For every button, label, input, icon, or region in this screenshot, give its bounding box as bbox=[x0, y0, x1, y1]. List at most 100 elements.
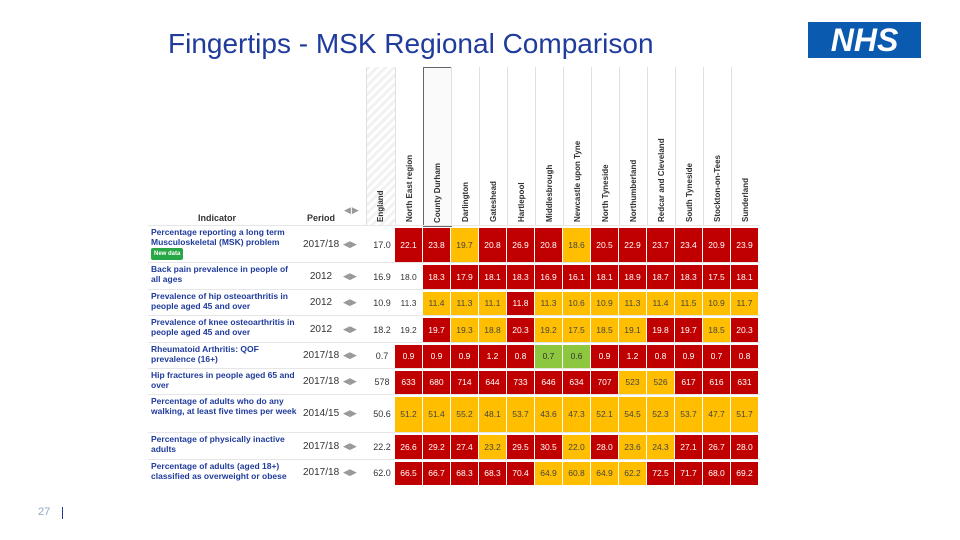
area-value-cell[interactable]: 18.3 bbox=[675, 265, 703, 289]
area-value-cell[interactable]: 52.3 bbox=[647, 397, 675, 432]
area-value-cell[interactable]: 19.7 bbox=[675, 318, 703, 342]
indicator-row[interactable]: Percentage of physically inactive adults… bbox=[148, 432, 760, 460]
indicator-name[interactable]: Prevalence of hip osteoarthritis in peop… bbox=[151, 291, 299, 311]
indicator-row[interactable]: Percentage of adults (aged 18+) classifi… bbox=[148, 459, 760, 485]
area-value-cell[interactable]: 26.6 bbox=[395, 435, 423, 459]
area-column-header[interactable]: Hartlepool bbox=[507, 67, 535, 225]
area-value-cell[interactable]: 27.1 bbox=[675, 435, 703, 459]
area-value-cell[interactable]: 20.8 bbox=[535, 228, 563, 262]
area-value-cell[interactable]: 11.4 bbox=[647, 292, 675, 315]
indicator-name[interactable]: Percentage of adults (aged 18+) classifi… bbox=[151, 461, 299, 481]
indicator-name[interactable]: Percentage reporting a long term Musculo… bbox=[151, 227, 299, 260]
area-value-cell[interactable]: 0.9 bbox=[591, 345, 619, 368]
period-arrows-icon[interactable]: ◀▶ bbox=[343, 350, 357, 360]
area-value-cell[interactable]: 18.5 bbox=[591, 318, 619, 342]
area-value-cell[interactable]: 11.5 bbox=[675, 292, 703, 315]
period-arrows-icon[interactable]: ◀▶ bbox=[343, 271, 357, 281]
area-value-cell[interactable]: 17.9 bbox=[451, 265, 479, 289]
area-value-cell[interactable]: 64.9 bbox=[591, 462, 619, 485]
area-value-cell[interactable]: 60.8 bbox=[563, 462, 591, 485]
indicator-name[interactable]: Percentage of physically inactive adults bbox=[151, 434, 299, 454]
area-column-header[interactable]: Sunderland bbox=[731, 67, 759, 225]
area-value-cell[interactable]: 43.6 bbox=[535, 397, 563, 432]
area-value-cell[interactable]: 26.9 bbox=[507, 228, 535, 262]
area-value-cell[interactable]: 17.5 bbox=[563, 318, 591, 342]
area-value-cell[interactable]: 64.9 bbox=[535, 462, 563, 485]
area-value-cell[interactable]: 11.3 bbox=[619, 292, 647, 315]
period-arrows-icon[interactable]: ◀▶ bbox=[343, 297, 357, 307]
period-arrows-icon[interactable]: ◀▶ bbox=[343, 239, 357, 249]
indicator-row[interactable]: Percentage reporting a long term Musculo… bbox=[148, 225, 760, 263]
area-value-cell[interactable]: 680 bbox=[423, 371, 451, 394]
area-value-cell[interactable]: 0.8 bbox=[731, 345, 759, 368]
area-value-cell[interactable]: 11.4 bbox=[423, 292, 451, 315]
area-value-cell[interactable]: 20.5 bbox=[591, 228, 619, 262]
area-value-cell[interactable]: 19.7 bbox=[451, 228, 479, 262]
area-value-cell[interactable]: 0.8 bbox=[647, 345, 675, 368]
area-value-cell[interactable]: 20.8 bbox=[479, 228, 507, 262]
area-value-cell[interactable]: 51.7 bbox=[731, 397, 759, 432]
area-value-cell[interactable]: 68.0 bbox=[703, 462, 731, 485]
area-column-header[interactable]: Stockton-on-Tees bbox=[703, 67, 731, 225]
area-value-cell[interactable]: 16.9 bbox=[535, 265, 563, 289]
area-value-cell[interactable]: 72.5 bbox=[647, 462, 675, 485]
area-value-cell[interactable]: 19.2 bbox=[535, 318, 563, 342]
area-value-cell[interactable]: 616 bbox=[703, 371, 731, 394]
indicator-row[interactable]: Hip fractures in people aged 65 and over… bbox=[148, 368, 760, 395]
area-value-cell[interactable]: 20.3 bbox=[731, 318, 759, 342]
indicator-name[interactable]: Hip fractures in people aged 65 and over bbox=[151, 370, 299, 390]
area-value-cell[interactable]: 1.2 bbox=[619, 345, 647, 368]
indicator-row[interactable]: Back pain prevalence in people of all ag… bbox=[148, 262, 760, 290]
sort-arrows-icon[interactable]: ◀▶ bbox=[344, 205, 360, 215]
area-value-cell[interactable]: 633 bbox=[395, 371, 423, 394]
area-value-cell[interactable]: 23.6 bbox=[619, 435, 647, 459]
area-value-cell[interactable]: 617 bbox=[675, 371, 703, 394]
area-value-cell[interactable]: 17.5 bbox=[703, 265, 731, 289]
area-value-cell[interactable]: 11.8 bbox=[507, 292, 535, 315]
area-value-cell[interactable]: 0.9 bbox=[675, 345, 703, 368]
area-value-cell[interactable]: 18.7 bbox=[647, 265, 675, 289]
indicator-row[interactable]: Rheumatoid Arthritis: QOF prevalence (16… bbox=[148, 342, 760, 369]
area-value-cell[interactable]: 52.1 bbox=[591, 397, 619, 432]
area-value-cell[interactable]: 18.1 bbox=[479, 265, 507, 289]
area-value-cell[interactable]: 18.8 bbox=[479, 318, 507, 342]
indicator-name[interactable]: Prevalence of knee osteoarthritis in peo… bbox=[151, 317, 299, 337]
area-value-cell[interactable]: 16.1 bbox=[563, 265, 591, 289]
area-column-header[interactable]: County Durham bbox=[423, 67, 452, 227]
area-value-cell[interactable]: 48.1 bbox=[479, 397, 507, 432]
area-value-cell[interactable]: 18.1 bbox=[591, 265, 619, 289]
area-value-cell[interactable]: 22.9 bbox=[619, 228, 647, 262]
area-value-cell[interactable]: 68.3 bbox=[451, 462, 479, 485]
area-column-header[interactable]: South Tyneside bbox=[675, 67, 703, 225]
area-value-cell[interactable]: 19.7 bbox=[423, 318, 451, 342]
area-value-cell[interactable]: 0.9 bbox=[395, 345, 423, 368]
area-column-header[interactable]: North Tyneside bbox=[591, 67, 619, 225]
area-value-cell[interactable]: 19.2 bbox=[395, 318, 423, 342]
area-value-cell[interactable]: 23.8 bbox=[423, 228, 451, 262]
area-value-cell[interactable]: 23.2 bbox=[479, 435, 507, 459]
area-value-cell[interactable]: 646 bbox=[535, 371, 563, 394]
area-value-cell[interactable]: 0.7 bbox=[703, 345, 731, 368]
area-value-cell[interactable]: 23.9 bbox=[731, 228, 759, 262]
period-arrows-icon[interactable]: ◀▶ bbox=[343, 376, 357, 386]
area-value-cell[interactable]: 19.1 bbox=[619, 318, 647, 342]
area-value-cell[interactable]: 53.7 bbox=[507, 397, 535, 432]
area-value-cell[interactable]: 29.2 bbox=[423, 435, 451, 459]
period-arrows-icon[interactable]: ◀▶ bbox=[343, 467, 357, 477]
area-column-header[interactable]: Darlington bbox=[451, 67, 479, 225]
area-column-header[interactable]: Middlesbrough bbox=[535, 67, 563, 225]
area-value-cell[interactable]: 18.5 bbox=[703, 318, 731, 342]
england-column-header[interactable]: England bbox=[366, 67, 395, 225]
area-value-cell[interactable]: 68.3 bbox=[479, 462, 507, 485]
area-value-cell[interactable]: 66.5 bbox=[395, 462, 423, 485]
area-value-cell[interactable]: 10.9 bbox=[703, 292, 731, 315]
area-value-cell[interactable]: 19.8 bbox=[647, 318, 675, 342]
period-arrows-icon[interactable]: ◀▶ bbox=[343, 324, 357, 334]
area-value-cell[interactable]: 54.5 bbox=[619, 397, 647, 432]
area-value-cell[interactable]: 707 bbox=[591, 371, 619, 394]
area-value-cell[interactable]: 27.4 bbox=[451, 435, 479, 459]
area-value-cell[interactable]: 55.2 bbox=[451, 397, 479, 432]
area-value-cell[interactable]: 11.3 bbox=[451, 292, 479, 315]
area-value-cell[interactable]: 10.9 bbox=[591, 292, 619, 315]
area-value-cell[interactable]: 69.2 bbox=[731, 462, 759, 485]
